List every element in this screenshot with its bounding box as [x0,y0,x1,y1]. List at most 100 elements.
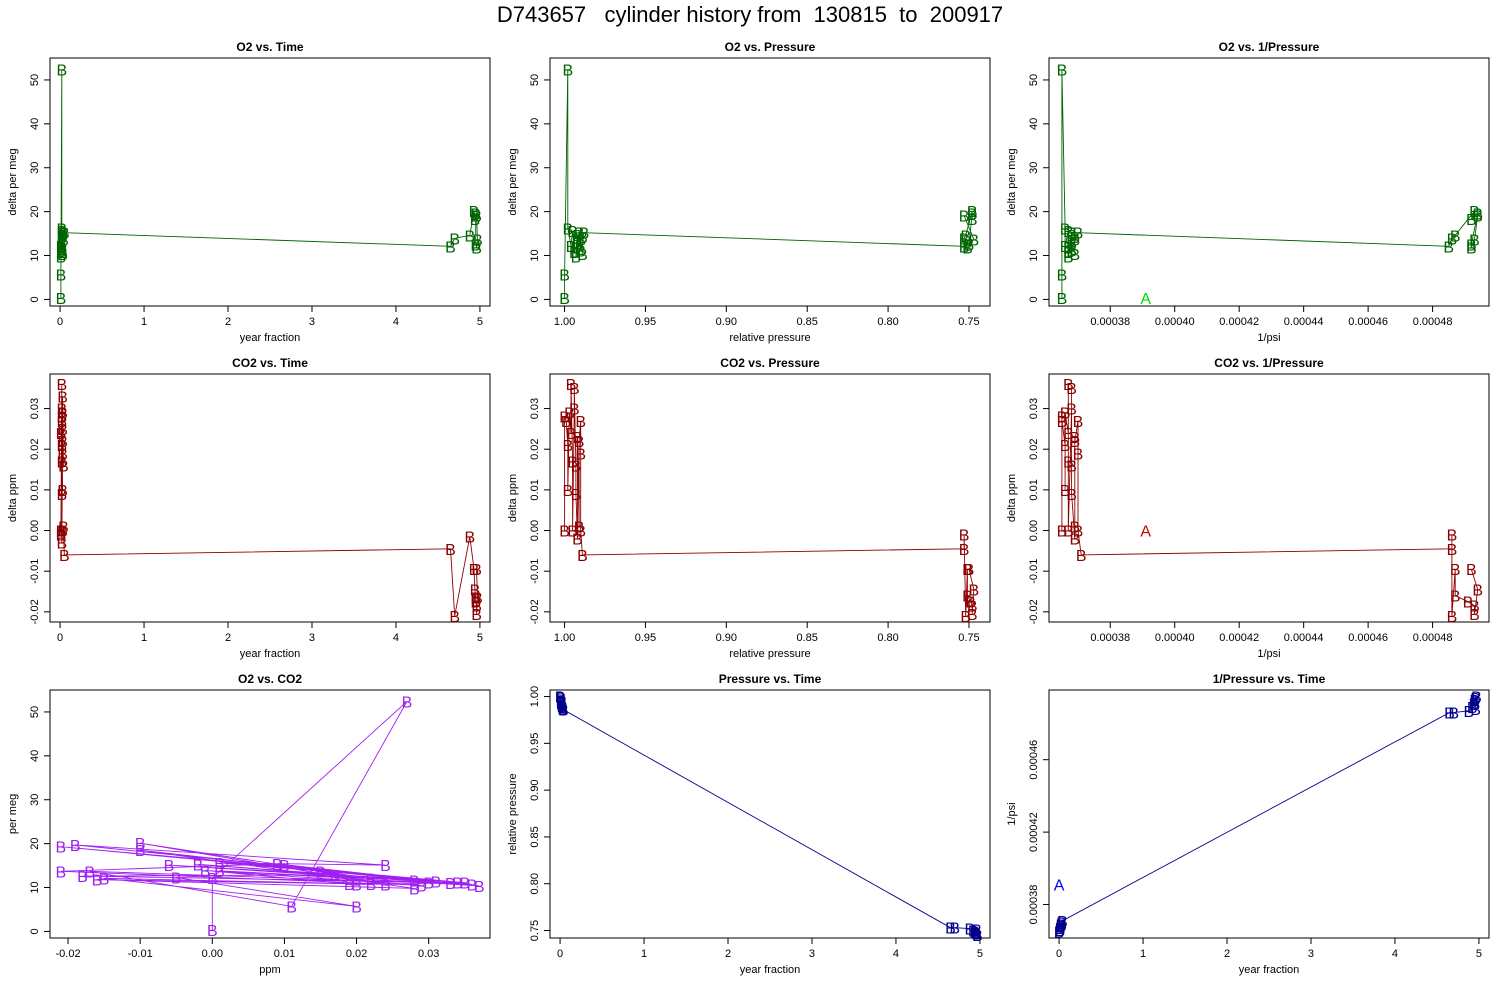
chart-pressure-vs-time-plot-frame [549,689,991,939]
chart-1-pressure-vs-time-point-marker: B [1470,691,1481,708]
chart-o2-vs-co2-y-tick-label: 20 [29,838,41,850]
chart-o2-vs-pressure-point-marker: B [572,236,583,253]
chart-o2-vs-co2-x-tick-label: 0.00 [202,948,223,960]
chart-o2-vs-pressure-point-marker: B [959,231,970,248]
chart-co2-vs-1-pressure-plot-frame [1048,373,1490,623]
chart-co2-vs-time-point-marker: B [471,599,482,616]
chart-o2-vs-time-point-marker: B [470,212,481,229]
chart-o2-vs-co2-series-line [60,701,480,931]
chart-co2-vs-time-y-tick-label: 0.01 [29,479,41,500]
chart-co2-vs-time-point-marker: B [57,524,68,541]
chart-pressure-vs-time-point-marker: B [556,698,567,715]
chart-o2-vs-pressure-point-marker: B [959,209,970,226]
chart-co2-vs-1-pressure-point-marker: B [1073,414,1084,431]
chart-o2-vs-time-point-marker: B [56,249,67,266]
chart-pressure-vs-time-point-marker: B [556,692,567,709]
chart-co2-vs-1-pressure-point-marker: B [1069,520,1080,537]
chart-co2-vs-pressure-point-marker: B [960,609,971,626]
chart-1-pressure-vs-time-point-marker: B [1055,919,1066,936]
chart-co2-vs-pressure-x-tick-label: 0.95 [635,632,656,644]
chart-co2-vs-pressure-point-marker: B [572,532,583,549]
chart-o2-vs-co2-point-marker: B [164,858,175,875]
chart-o2-vs-time-x-tick-label: 0 [57,316,63,328]
chart-o2-vs-1-pressure-x-tick-label: 0.00046 [1348,316,1388,328]
chart-o2-vs-time-point-marker: B [471,241,482,258]
chart-o2-vs-co2-x-tick-label: -0.01 [128,948,153,960]
chart-o2-vs-time-point-marker: B [470,238,481,255]
chart-o2-vs-co2-point-marker: B [279,858,290,875]
chart-pressure-vs-time-x-tick-label: 5 [977,948,983,960]
chart-1-pressure-vs-time-point-marker: B [1056,916,1067,933]
chart-co2-vs-1-pressure-x-axis-label: 1/psi [1257,648,1280,660]
chart-o2-vs-co2-point-marker: B [315,865,326,882]
chart-o2-vs-pressure-point-marker: B [575,233,586,250]
chart-co2-vs-time-point-marker: B [449,609,460,626]
chart-pressure-vs-time-x-tick-label: 2 [725,948,731,960]
chart-o2-vs-1-pressure-y-tick-label: 40 [1028,118,1040,130]
chart-co2-vs-1-pressure-point-marker: B [1076,548,1087,565]
chart-co2-vs-time-point-marker: B [471,562,482,579]
chart-co2-vs-1-pressure-x-tick-label: 0.00040 [1155,632,1195,644]
chart-co2-vs-pressure-point-marker: B [567,524,578,541]
chart-o2-vs-co2-y-tick-label: 30 [29,794,41,806]
chart-o2-vs-pressure-series-line [564,69,975,299]
chart-o2-vs-pressure-x-tick-label: 0.80 [877,316,898,328]
chart-co2-vs-1-pressure-y-tick-label: 0.02 [1028,439,1040,460]
chart-co2-vs-1-pressure-y-tick-label: 0.00 [1028,520,1040,541]
chart-o2-vs-co2-point-marker: B [409,881,420,898]
chart-co2-vs-pressure-point-marker: B [959,528,970,545]
chart-co2-vs-time-y-tick-label: -0.01 [29,559,41,584]
chart-o2-vs-pressure-point-marker: B [575,243,586,260]
chart-co2-vs-pressure-point-marker: B [567,454,578,471]
chart-co2-vs-pressure-point-marker: B [964,562,975,579]
chart-o2-vs-time-x-tick-label: 1 [141,316,147,328]
chart-o2-vs-time-y-tick-label: 10 [29,249,41,261]
chart-o2-vs-co2-point-marker: B [92,873,103,890]
chart-o2-vs-1-pressure-point-marker: B [1069,230,1080,247]
chart-co2-vs-time-y-tick-label: -0.02 [29,599,41,624]
chart-o2-vs-1-pressure-point-marker: B [1069,233,1080,250]
chart-co2-vs-1-pressure-point-marker: B [1466,562,1477,579]
chart-o2-vs-1-pressure-point-marker: B [1447,231,1458,248]
chart-o2-vs-co2-point-marker: B [330,868,341,885]
chart-co2-vs-pressure-point-marker: B [564,406,575,423]
chart-o2-vs-1-pressure-point-marker: B [1063,249,1074,266]
chart-o2-vs-co2-point-marker: B [135,843,146,860]
chart-1-pressure-vs-time-point-marker: B [1056,917,1067,934]
chart-o2-vs-time-point-marker: B [57,225,68,242]
chart-o2-vs-1-pressure-x-tick-label: 0.00040 [1155,316,1195,328]
chart-1-pressure-vs-time-x-tick-label: 3 [1308,948,1314,960]
chart-o2-vs-1-pressure-plot-frame [1048,57,1490,307]
chart-pressure-vs-time-point-marker: B [964,922,975,939]
chart-o2-vs-co2-y-tick-label: 40 [29,750,41,762]
chart-co2-vs-1-pressure-y-tick-label: -0.01 [1028,559,1040,584]
chart-co2-vs-time: CO2 vs. Time 0 1 2 3 4 5 -0.02 -0.01 0.00 0.01 0.02… [7,356,491,660]
chart-co2-vs-pressure-point-marker: B [962,589,973,606]
chart-o2-vs-1-pressure-y-tick-label: 30 [1028,162,1040,174]
chart-o2-vs-pressure-x-tick-label: 1.00 [554,316,575,328]
chart-o2-vs-1-pressure-point-marker: B [1066,243,1077,260]
chart-co2-vs-pressure-point-marker: B [566,377,577,394]
chart-co2-vs-time-point-marker: B [56,528,67,545]
chart-o2-vs-co2-point-marker: B [84,864,95,881]
chart-o2-vs-pressure-point-marker: B [577,230,588,247]
chart-1-pressure-vs-time-y-tick-label: 0.00046 [1028,740,1040,780]
chart-co2-vs-time-y-axis-label: delta ppm [7,474,19,522]
chart-co2-vs-pressure-y-tick-label: 0.03 [529,398,541,419]
chart-o2-vs-pressure-x-tick-label: 0.90 [716,316,737,328]
chart-pressure-vs-time-point-marker: B [970,925,981,942]
chart-o2-vs-co2-point-marker: B [351,899,362,916]
chart-pressure-vs-time-point-marker: B [971,926,982,943]
chart-pressure-vs-time-series-line [559,696,978,936]
chart-co2-vs-pressure-x-tick-label: 0.90 [716,632,737,644]
chart-o2-vs-pressure-y-tick-label: 0 [529,296,541,302]
chart-o2-vs-1-pressure-title: O2 vs. 1/Pressure [1219,40,1320,54]
chart-o2-vs-pressure-y-tick-label: 40 [529,118,541,130]
chart-co2-vs-time-point-marker: B [57,446,68,463]
chart-co2-vs-1-pressure-point-marker: A [1140,524,1151,541]
chart-co2-vs-1-pressure-point-marker: B [1450,562,1461,579]
chart-o2-vs-1-pressure-point-marker: B [1469,232,1480,249]
chart-o2-vs-time-title: O2 vs. Time [236,40,303,54]
chart-co2-vs-time-x-axis-label: year fraction [240,648,301,660]
chart-o2-vs-time-plot-frame [49,57,491,307]
